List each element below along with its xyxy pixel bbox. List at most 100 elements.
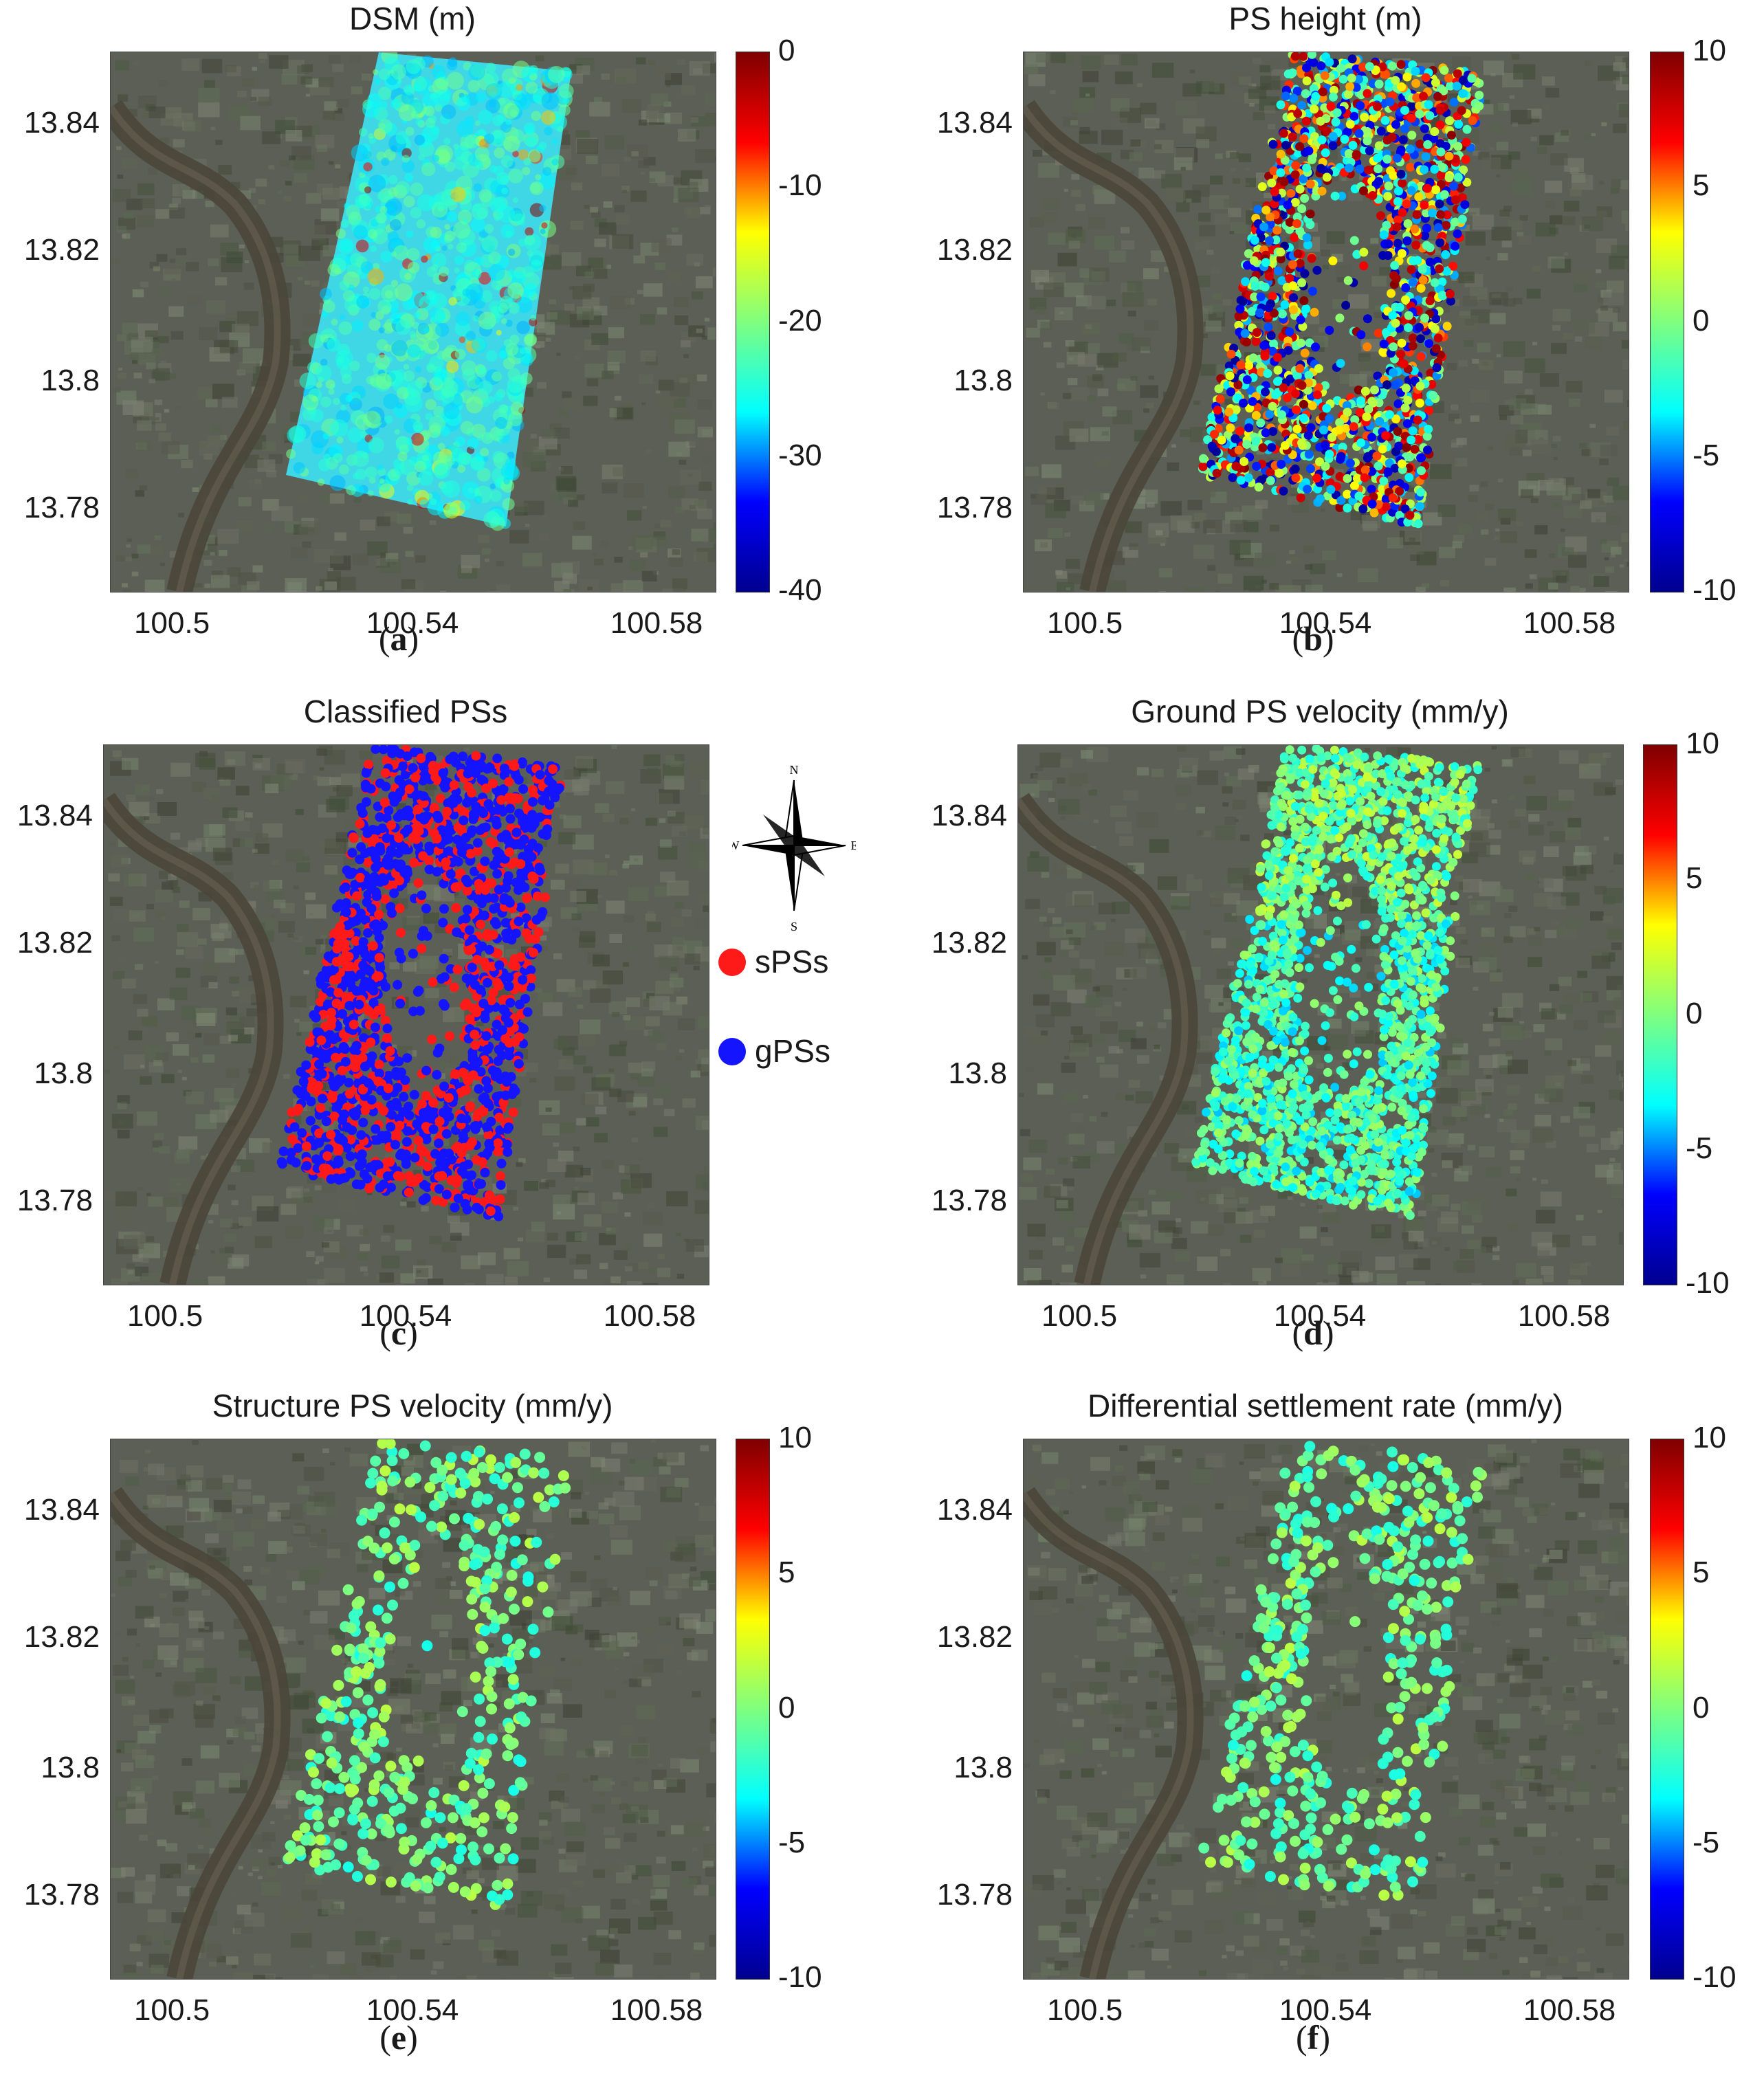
colorbar-tick-label: 0 [1693,1690,1710,1725]
xtick-label: 100.5 [1041,1299,1118,1333]
legend-label: sPSs [755,944,829,979]
panel-caption-b: (b) [1292,619,1334,658]
north-arrow-icon: N S E W [732,763,857,933]
xtick-label: 100.54 [1279,606,1372,640]
colorbar-tick-label: -5 [1693,1825,1720,1859]
colorbar-f [1650,1439,1684,1980]
compass-label-e: E [851,839,857,852]
ytick-label: 13.84 [23,106,100,140]
ytick-label: 13.8 [948,1056,1007,1090]
data-overlay-b [1198,52,1484,529]
ytick-label: 13.82 [936,1620,1013,1654]
colorbar-tick-label: 10 [1693,34,1726,67]
legend-marker-spss [718,949,746,976]
panel-caption-a: (a) [378,619,419,658]
compass-label-w: W [732,839,740,852]
map-svg-b [1024,52,1629,592]
data-overlay-f [1198,1441,1487,1901]
map-panel-c [103,744,709,1285]
colorbar-tick-label: -10 [1693,573,1737,607]
colorbar-d [1643,744,1677,1285]
colorbar-tick-label: 10 [1686,727,1719,760]
ytick-label: 13.82 [23,233,100,267]
panel-title-d: Ground PS velocity (mm/y) [1131,694,1509,729]
caption-letter: c [390,1314,407,1352]
colorbar-tick-label: 5 [778,1555,795,1590]
colorbar-tick-label: 5 [1693,168,1710,203]
panel-caption-e: (e) [379,2018,418,2057]
caption-letter: f [1307,2018,1319,2057]
xtick-label: 100.58 [1523,1993,1616,2027]
panel-title-f: Differential settlement rate (mm/y) [1088,1388,1563,1424]
caption-letter: a [390,619,408,658]
caption-letter: b [1303,619,1323,658]
map-svg-a [111,52,716,592]
xtick-label: 100.5 [1046,606,1123,640]
ytick-label: 13.78 [23,1878,100,1912]
colorbar-b [1650,52,1684,593]
xtick-label: 100.5 [1046,1993,1123,2027]
legend-label: gPSs [755,1033,830,1069]
panel-caption-c: (c) [379,1314,418,1352]
ytick-label: 13.8 [34,1056,93,1090]
xtick-label: 100.5 [126,1299,203,1333]
ytick-label: 13.84 [936,1493,1013,1527]
colorbar-a [736,52,770,593]
data-overlay-a [286,52,574,531]
colorbar-tick-label: -5 [778,1825,806,1859]
xtick-label: 100.58 [1517,1299,1611,1333]
colorbar-tick-label: -5 [1686,1131,1713,1165]
xtick-label: 100.54 [1273,1299,1367,1333]
panel-title-a: DSM (m) [349,1,476,36]
xtick-label: 100.5 [133,606,210,640]
satellite-texture [104,745,709,1285]
ytick-label: 13.82 [23,1620,100,1654]
colorbar-tick-label: 0 [1693,303,1710,337]
panel-title-e: Structure PS velocity (mm/y) [212,1388,613,1424]
ytick-label: 13.82 [931,926,1007,960]
xtick-label: 100.54 [366,1993,459,2027]
data-overlay-e [283,1439,571,1910]
map-panel-b [1023,52,1629,593]
colorbar-tick-label: -20 [778,303,822,337]
ytick-label: 13.82 [16,926,93,960]
panel-title-b: PS height (m) [1228,1,1422,36]
panel-caption-f: (f) [1296,2018,1330,2057]
colorbar-tick-label: 5 [1693,1555,1710,1590]
ytick-label: 13.82 [936,233,1013,267]
colorbar-tick-label: -10 [1686,1266,1730,1300]
map-panel-a [110,52,716,593]
colorbar-tick-label: -40 [778,573,822,607]
map-panel-e [110,1439,716,1980]
caption-letter: d [1303,1314,1323,1352]
ytick-label: 13.8 [953,1751,1013,1784]
colorbar-tick-label: 0 [778,34,795,67]
xtick-label: 100.54 [359,1299,452,1333]
data-overlay-c [276,745,566,1221]
colorbar-tick-label: -10 [778,168,822,203]
xtick-label: 100.5 [133,1993,210,2027]
colorbar-e [736,1439,770,1980]
ytick-label: 13.78 [936,491,1013,524]
satellite-texture [1024,1439,1629,1979]
xtick-label: 100.58 [610,606,703,640]
colorbar-tick-label: -30 [778,438,822,472]
colorbar-tick-label: 10 [1693,1421,1726,1454]
map-svg-d [1018,745,1623,1285]
compass-label-n: N [790,763,799,777]
ytick-label: 13.8 [41,364,100,397]
colorbar-tick-label: 0 [778,1690,795,1725]
map-svg-f [1024,1439,1629,1979]
xtick-label: 100.58 [610,1993,703,2027]
ytick-label: 13.8 [41,1751,100,1784]
colorbar-tick-label: -10 [1693,1960,1737,1994]
xtick-label: 100.54 [1279,1993,1372,2027]
ytick-label: 13.84 [931,799,1007,832]
ytick-label: 13.84 [936,106,1013,140]
colorbar-tick-label: -10 [778,1960,822,1994]
map-panel-d [1017,744,1624,1285]
xtick-label: 100.54 [366,606,459,640]
xtick-label: 100.58 [603,1299,696,1333]
ytick-label: 13.84 [16,799,93,832]
ytick-label: 13.84 [23,1493,100,1527]
